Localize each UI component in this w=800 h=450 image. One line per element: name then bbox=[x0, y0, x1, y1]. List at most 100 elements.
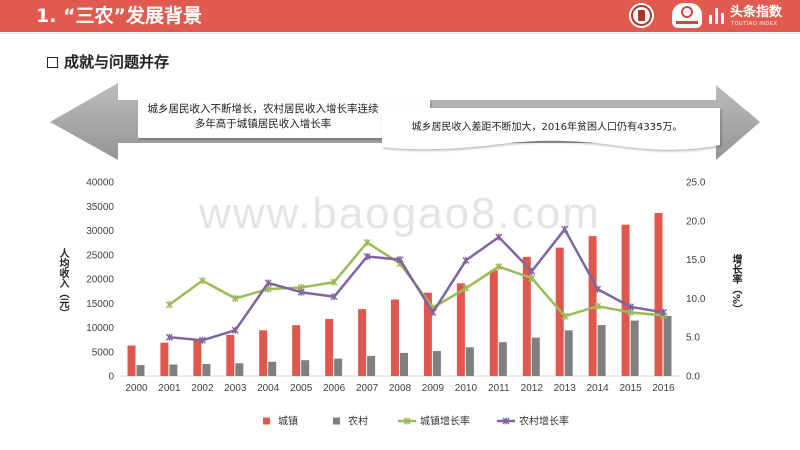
rural-income-bar-2013 bbox=[564, 330, 573, 376]
x-axis-tick-label: 2010 bbox=[455, 383, 478, 394]
bar-chart-icon bbox=[709, 8, 726, 24]
rural-income-bar-2004 bbox=[268, 361, 277, 376]
rural-income-bar-2016 bbox=[663, 316, 672, 376]
x-axis-tick-label: 2005 bbox=[290, 383, 313, 394]
x-axis-tick-label: 2006 bbox=[323, 383, 346, 394]
rural-growth-point-2003 bbox=[231, 326, 239, 334]
urban-income-bar-2000 bbox=[127, 345, 136, 376]
header-divider bbox=[0, 33, 800, 34]
page-title: 1. “三农”发展背景 bbox=[36, 5, 203, 27]
legend-label-urban-income: 城镇 bbox=[278, 415, 298, 428]
banner-left-line-2: 多年高于城镇居民收入增长率 bbox=[194, 118, 332, 130]
rural-growth-point-2016 bbox=[660, 308, 667, 316]
x-axis-tick-label: 2004 bbox=[257, 383, 280, 394]
rural-growth-point-2014 bbox=[594, 285, 602, 293]
marker-dot bbox=[233, 328, 237, 332]
marker-dot bbox=[266, 281, 270, 285]
banner-left bbox=[138, 97, 430, 138]
urban-income-bar-2001 bbox=[160, 342, 169, 376]
urban-growth-point-2011 bbox=[495, 263, 503, 271]
x-axis-tick-label: 2001 bbox=[158, 383, 181, 394]
marker-dot bbox=[563, 314, 567, 318]
marker-dot bbox=[200, 338, 204, 342]
rural-income-bar-2003 bbox=[235, 363, 244, 376]
marker-dot bbox=[266, 287, 270, 291]
rural-income-bar-2001 bbox=[169, 364, 178, 376]
urban-income-bar-2005 bbox=[292, 325, 301, 376]
urban-income-bar-2014 bbox=[588, 236, 597, 376]
left-axis-tick-label: 25000 bbox=[86, 250, 114, 261]
marker-dot bbox=[299, 290, 303, 294]
left-axis-tick-label: 40000 bbox=[86, 178, 114, 189]
rural-income-bar-2014 bbox=[597, 325, 606, 376]
rural-growth-point-2009 bbox=[429, 308, 437, 316]
right-axis-tick-label: 20.0 bbox=[686, 216, 706, 227]
legend-marker-urban-growth bbox=[403, 417, 411, 425]
marker-dot bbox=[596, 287, 600, 291]
x-axis-tick-label: 2016 bbox=[652, 383, 675, 394]
rural-growth-line bbox=[169, 228, 664, 342]
rural-growth-point-2012 bbox=[528, 267, 536, 275]
rural-growth-point-2010 bbox=[462, 256, 470, 264]
x-axis-tick-label: 2014 bbox=[586, 383, 609, 394]
sannong-logo-icon bbox=[672, 3, 702, 28]
left-axis-tick-label: 10000 bbox=[86, 323, 114, 334]
rural-income-bar-2002 bbox=[202, 364, 211, 376]
section-heading: 成就与问题并存 bbox=[64, 53, 170, 71]
marker-dot bbox=[563, 227, 567, 231]
marker-dot bbox=[464, 258, 468, 262]
urban-income-bar-2010 bbox=[456, 283, 465, 376]
brand-subtitle: TOUTIAO INDEX bbox=[731, 21, 778, 27]
rural-income-bar-2005 bbox=[301, 360, 310, 376]
left-axis-tick-label: 20000 bbox=[86, 275, 114, 286]
banner-right-text: 城乡居民收入差距不断加大，2016年贫困人口仍有4335万。 bbox=[411, 122, 683, 133]
marker-dot bbox=[365, 240, 369, 245]
rural-income-bar-2007 bbox=[367, 355, 376, 376]
urban-growth-point-2015 bbox=[627, 308, 635, 316]
rural-income-bar-2010 bbox=[465, 347, 474, 376]
marker-dot bbox=[332, 280, 336, 284]
x-axis-tick-label: 2013 bbox=[554, 383, 577, 394]
urban-growth-point-2013 bbox=[561, 312, 569, 320]
x-axis-tick-label: 2009 bbox=[422, 383, 445, 394]
urban-income-bar-2002 bbox=[193, 338, 202, 376]
marker-dot bbox=[167, 335, 171, 339]
marker-dot bbox=[200, 279, 204, 283]
urban-income-bar-2007 bbox=[358, 309, 367, 376]
x-axis-tick-label: 2011 bbox=[488, 383, 510, 394]
legend-swatch-rural-income bbox=[333, 417, 340, 425]
rural-income-bar-2008 bbox=[400, 352, 408, 376]
x-axis-tick-label: 2007 bbox=[356, 383, 379, 394]
header-bar bbox=[0, 0, 800, 32]
urban-growth-point-2012 bbox=[528, 274, 536, 282]
marker-dot bbox=[464, 286, 468, 290]
brand-name: 头条指数 bbox=[730, 5, 783, 20]
marker-dot bbox=[629, 305, 633, 309]
marker-dot bbox=[596, 304, 600, 308]
marker-dot bbox=[431, 306, 435, 310]
urban-income-bar-2009 bbox=[423, 292, 432, 376]
legend-label-rural-growth: 农村增长率 bbox=[519, 415, 569, 428]
banner-right bbox=[382, 108, 720, 150]
left-axis-tick-label: 0 bbox=[108, 372, 114, 383]
x-axis-tick-label: 2008 bbox=[389, 383, 412, 394]
legend-label-urban-growth: 城镇增长率 bbox=[420, 415, 470, 428]
hollow-square-icon bbox=[47, 57, 58, 68]
rural-growth-point-2011 bbox=[495, 233, 503, 241]
university-seal-icon bbox=[629, 3, 654, 28]
rural-income-bar-2011 bbox=[498, 342, 507, 376]
marker-dot bbox=[629, 310, 633, 314]
x-axis-tick-label: 2000 bbox=[125, 383, 148, 394]
urban-growth-point-2014 bbox=[594, 302, 602, 310]
right-axis-tick-label: 10.0 bbox=[686, 294, 706, 305]
urban-income-bar-2004 bbox=[259, 330, 268, 376]
marker-dot bbox=[299, 285, 303, 290]
rural-growth-point-2013 bbox=[561, 225, 569, 233]
left-axis-title: 人均收入（元） bbox=[57, 248, 68, 318]
urban-growth-point-2003 bbox=[231, 294, 239, 302]
marker-dot bbox=[530, 269, 534, 273]
rural-income-bar-2006 bbox=[334, 358, 343, 376]
x-axis-tick-label: 2012 bbox=[521, 383, 544, 394]
rural-growth-point-2007 bbox=[363, 253, 371, 260]
